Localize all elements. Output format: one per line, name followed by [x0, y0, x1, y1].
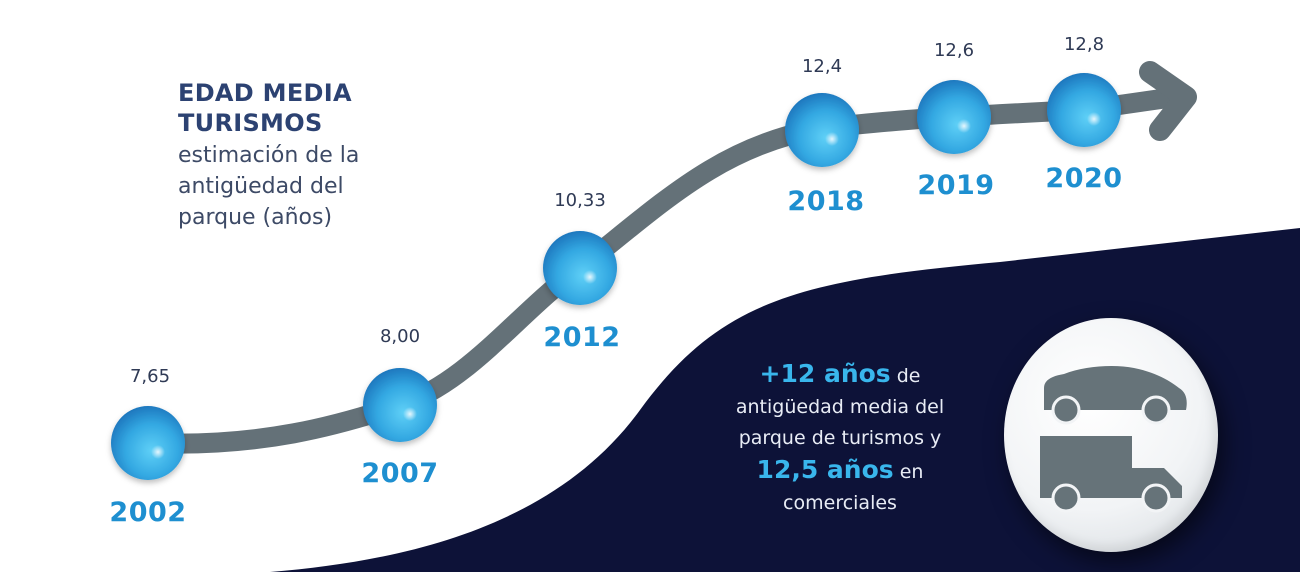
chart-title-block: EDAD MEDIA TURISMOS estimación de la ant…	[178, 78, 359, 233]
value-label-2002: 7,65	[129, 366, 171, 387]
year-label-2020: 2020	[1045, 163, 1123, 194]
sphere-marker-2012	[543, 231, 617, 305]
stat-annotation: +12 años de antigüedad media del parque …	[690, 358, 990, 519]
value-label-2018: 12,4	[801, 56, 843, 77]
stat-line-4: 12,5 años en	[690, 454, 990, 488]
year-label-2012: 2012	[543, 322, 621, 353]
chart-subtitle-line-3: parque (años)	[178, 205, 333, 230]
stat-line-3: parque de turismos y	[738, 427, 942, 449]
value-label-2007: 8,00	[379, 326, 421, 347]
sphere-marker-2018	[785, 93, 859, 167]
sphere-marker-2002	[111, 406, 185, 480]
value-label-2019: 12,6	[933, 40, 975, 61]
stat-line-5: comerciales	[783, 492, 897, 514]
sphere-marker-2019	[917, 80, 991, 154]
sphere-marker-2007	[363, 368, 437, 442]
arrow-right-icon	[1139, 61, 1197, 141]
value-label-2020: 12,8	[1063, 34, 1105, 55]
vehicle-badge	[1004, 318, 1218, 552]
chart-subtitle-line-1: estimación de la	[178, 143, 360, 168]
stat-highlight-comerciales: 12,5 años	[756, 455, 894, 484]
stat-line-2: antigüedad media del	[735, 396, 945, 418]
stat-text-1: de	[890, 365, 921, 387]
sphere-marker-2020	[1047, 73, 1121, 147]
stat-line-1: +12 años de	[690, 358, 990, 392]
year-label-2002: 2002	[109, 497, 187, 528]
stat-highlight-turismos: +12 años	[759, 359, 891, 388]
chart-title-line-2: TURISMOS	[178, 109, 323, 137]
year-label-2018: 2018	[787, 186, 865, 217]
chart-subtitle-line-2: antigüedad del	[178, 174, 344, 199]
year-label-2019: 2019	[917, 170, 995, 201]
chart-title-line-1: EDAD MEDIA	[178, 79, 352, 107]
year-label-2007: 2007	[361, 458, 439, 489]
value-label-2012: 10,33	[554, 190, 606, 211]
stat-text-4: en	[893, 461, 924, 483]
car-and-truck-icon	[1040, 366, 1187, 513]
